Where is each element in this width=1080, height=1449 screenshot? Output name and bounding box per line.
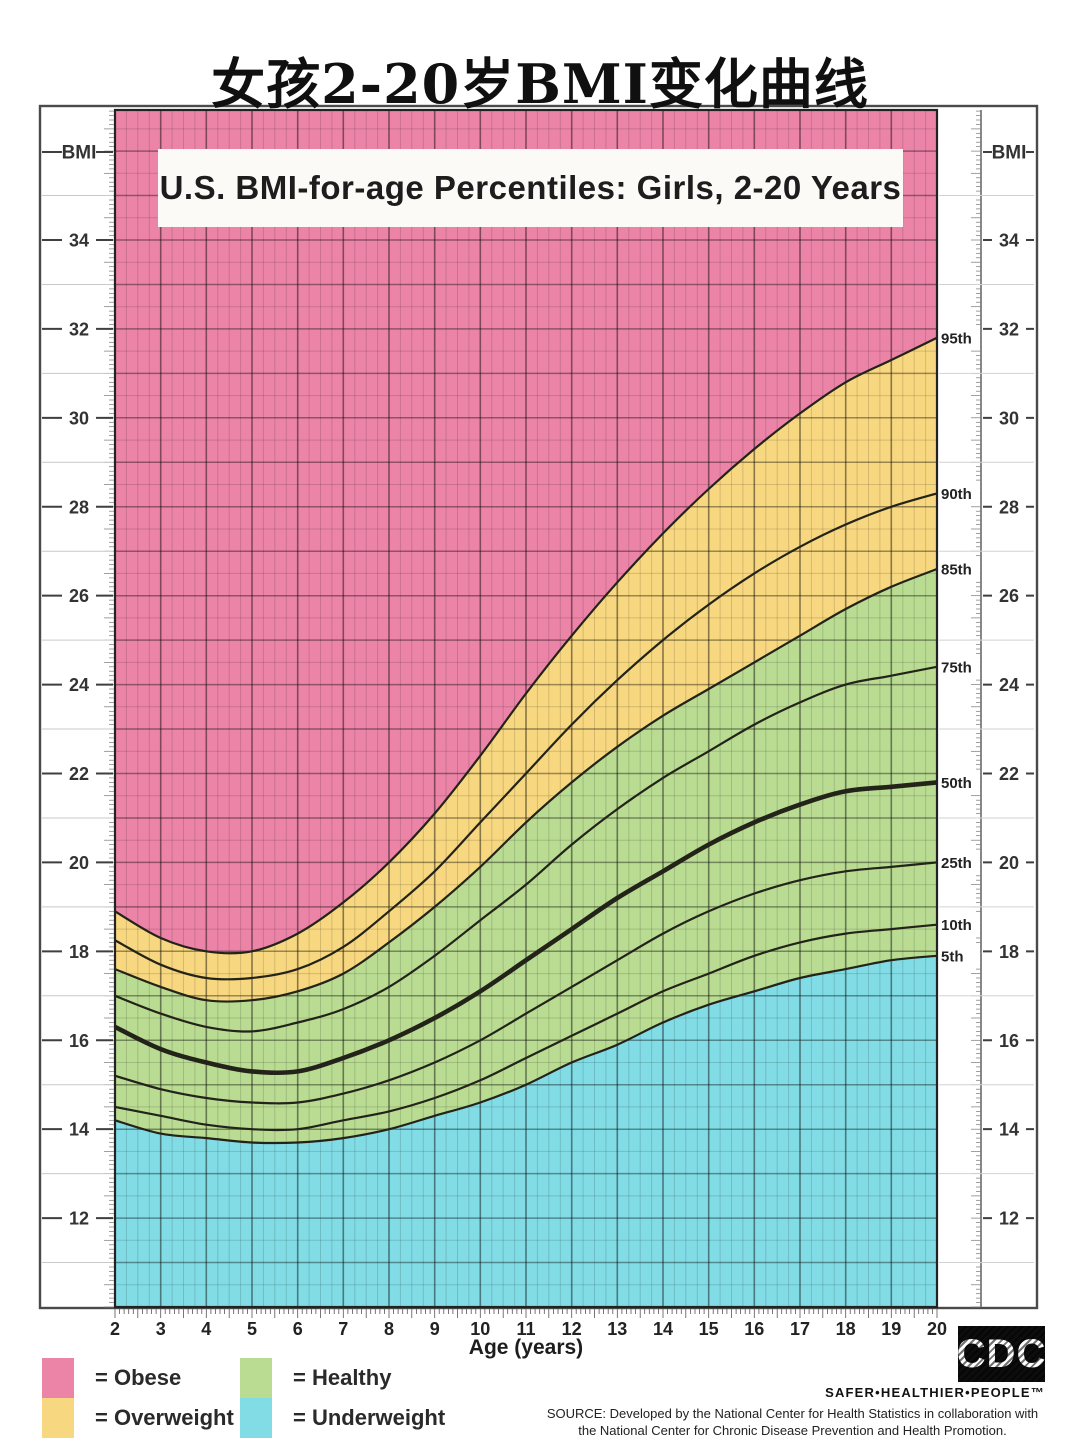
y-tick-label: 22 <box>69 764 89 784</box>
y-tick-label: 20 <box>999 853 1019 873</box>
source-line2: the National Center for Chronic Disease … <box>578 1422 1007 1438</box>
y-tick-label: 16 <box>69 1031 89 1051</box>
x-tick-label: 14 <box>653 1319 673 1339</box>
y-tick-label: 28 <box>999 497 1019 517</box>
legend-column-right: = Healthy = Underweight <box>240 1358 445 1438</box>
legend-item-overweight: = Overweight <box>42 1398 240 1438</box>
x-tick-label: 4 <box>201 1319 211 1339</box>
x-tick-label: 8 <box>384 1319 394 1339</box>
legend: = Obese = Overweight = Healthy = Underwe… <box>42 1358 445 1438</box>
cdc-tagline: SAFER•HEALTHIER•PEOPLE™ <box>825 1385 1045 1400</box>
x-tick-label: 9 <box>430 1319 440 1339</box>
percentile-label-10th: 10th <box>941 917 972 934</box>
y-tick-label: 30 <box>999 408 1019 428</box>
percentile-label-95th: 95th <box>941 330 972 347</box>
source-note: SOURCE: Developed by the National Center… <box>540 1406 1045 1440</box>
percentile-curve-95th <box>115 336 937 955</box>
y-axis-labels: BMI BMI 34 34 32 32 30 30 28 28 26 26 24 24 22 22 20 20 18… <box>42 141 1034 1263</box>
y-tick-label: 34 <box>69 231 89 251</box>
x-tick-label: 3 <box>156 1319 166 1339</box>
y-tick-label: 26 <box>999 586 1019 606</box>
x-tick-label: 15 <box>699 1319 719 1339</box>
percentile-curve-5th <box>115 954 937 1145</box>
y-tick-label: 14 <box>999 1120 1019 1140</box>
y-tick-label: 16 <box>999 1031 1019 1051</box>
percentile-labels: 95th 90th 85th 75th 50th 25th 10th 5th <box>939 327 980 966</box>
y-tick-label: 24 <box>999 675 1019 695</box>
y-tick-label: 32 <box>69 319 89 339</box>
x-tick-label: 7 <box>338 1319 348 1339</box>
x-tick-label: 16 <box>744 1319 764 1339</box>
y-tick-label: 32 <box>999 319 1019 339</box>
percentile-label-25th: 25th <box>941 855 972 872</box>
percentile-label-75th: 75th <box>941 659 972 676</box>
legend-swatch-obese <box>42 1358 74 1398</box>
legend-swatch-underweight <box>240 1398 272 1438</box>
percentile-curve-10th <box>115 923 937 1132</box>
x-tick-label: 17 <box>790 1319 810 1339</box>
y-tick-label: 18 <box>999 942 1019 962</box>
legend-swatch-healthy <box>240 1358 272 1398</box>
legend-column-left: = Obese = Overweight <box>42 1358 240 1438</box>
legend-item-healthy: = Healthy <box>240 1358 445 1398</box>
y-tick-label: 18 <box>69 942 89 962</box>
legend-label-overweight: = Overweight <box>95 1405 234 1430</box>
legend-label-healthy: = Healthy <box>293 1365 392 1390</box>
y-tick-label: 30 <box>69 408 89 428</box>
x-tick-label: 13 <box>607 1319 627 1339</box>
cdc-logo: CDC <box>958 1326 1045 1382</box>
legend-item-underweight: = Underweight <box>240 1398 445 1438</box>
legend-label-obese: = Obese <box>95 1365 182 1390</box>
page-title: 女孩2-20岁BMI变化曲线 <box>211 52 869 117</box>
x-tick-label: 10 <box>470 1319 490 1339</box>
x-tick-label: 19 <box>881 1319 901 1339</box>
plot-border <box>113 108 939 1309</box>
percentile-curves <box>115 336 937 1145</box>
y-tick-label: 22 <box>999 764 1019 784</box>
percentile-label-50th: 50th <box>941 775 972 792</box>
percentile-curve-90th <box>115 492 937 981</box>
y-tick-label: 14 <box>69 1120 89 1140</box>
percentile-label-90th: 90th <box>941 486 972 503</box>
x-axis-title: Age (years) <box>468 1336 584 1359</box>
percentile-label-85th: 85th <box>941 561 972 578</box>
x-tick-label: 18 <box>836 1319 856 1339</box>
source-line1: SOURCE: Developed by the National Center… <box>546 1406 1039 1421</box>
percentile-label-5th: 5th <box>941 948 964 965</box>
y-tick-label: BMI <box>992 143 1027 164</box>
y-tick-label: 34 <box>999 231 1019 251</box>
percentile-curve-50th <box>115 780 937 1076</box>
y-tick-label: BMI <box>62 143 97 164</box>
y-tick-label: 28 <box>69 497 89 517</box>
legend-label-underweight: = Underweight <box>293 1405 446 1430</box>
region-underweight <box>115 955 937 1307</box>
legend-item-obese: = Obese <box>42 1358 240 1398</box>
y-tick-label: 26 <box>69 586 89 606</box>
x-tick-label: 12 <box>562 1319 582 1339</box>
y-tick-label: 24 <box>69 675 89 695</box>
x-tick-label: 5 <box>247 1319 257 1339</box>
grid <box>115 110 937 1307</box>
legend-swatch-overweight <box>42 1398 74 1438</box>
cdc-logo-hatch-texture <box>958 1326 1045 1382</box>
fine-tick-rulers <box>104 110 982 1318</box>
y-tick-label: 20 <box>69 853 89 873</box>
x-tick-label: 20 <box>927 1319 947 1339</box>
x-axis-labels: 2 3 4 5 6 7 8 9 10 11 12 13 14 15 16 17 18 19 20 <box>110 1319 947 1339</box>
x-tick-label: 6 <box>293 1319 303 1339</box>
percentile-curve-75th <box>115 665 937 1033</box>
y-tick-label: 12 <box>69 1209 89 1229</box>
percentile-curve-85th <box>115 567 937 1003</box>
y-tick-label: 12 <box>999 1209 1019 1229</box>
percentile-curve-25th <box>115 861 937 1105</box>
x-tick-label: 11 <box>516 1319 535 1339</box>
chart-title-banner: U.S. BMI-for-age Percentiles: Girls, 2-2… <box>158 149 903 227</box>
x-tick-label: 2 <box>110 1319 120 1339</box>
